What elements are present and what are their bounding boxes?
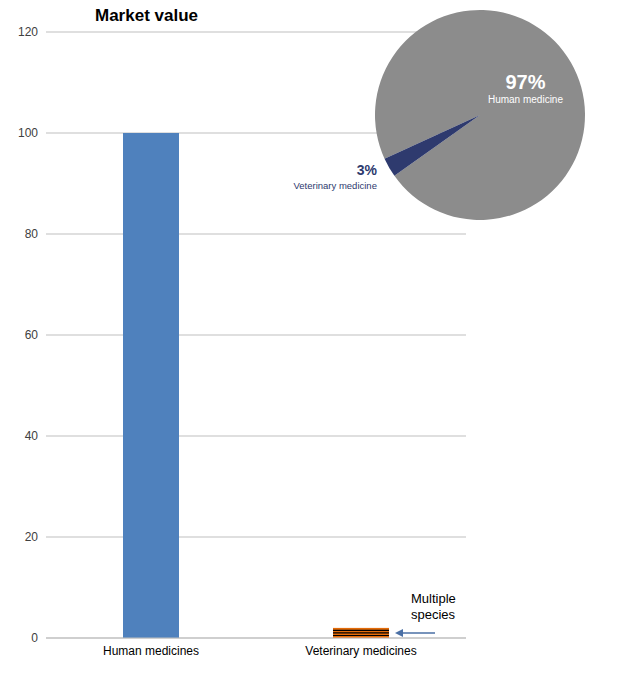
svg-text:100: 100: [18, 126, 38, 140]
svg-text:Multiplespecies: Multiplespecies: [411, 591, 456, 622]
svg-text:Veterinary medicines: Veterinary medicines: [305, 644, 416, 658]
svg-text:40: 40: [25, 429, 39, 443]
svg-text:60: 60: [25, 328, 39, 342]
svg-text:3%: 3%: [357, 162, 378, 178]
svg-text:Human medicines: Human medicines: [103, 644, 199, 658]
svg-text:120: 120: [18, 25, 38, 39]
svg-text:0: 0: [31, 631, 38, 645]
svg-text:Human medicine: Human medicine: [488, 94, 563, 105]
svg-text:97%: 97%: [505, 71, 545, 93]
svg-text:Veterinary medicine: Veterinary medicine: [294, 180, 377, 191]
svg-text:20: 20: [25, 530, 39, 544]
svg-text:80: 80: [25, 227, 39, 241]
html-text:Market value: Market value: [95, 6, 198, 25]
